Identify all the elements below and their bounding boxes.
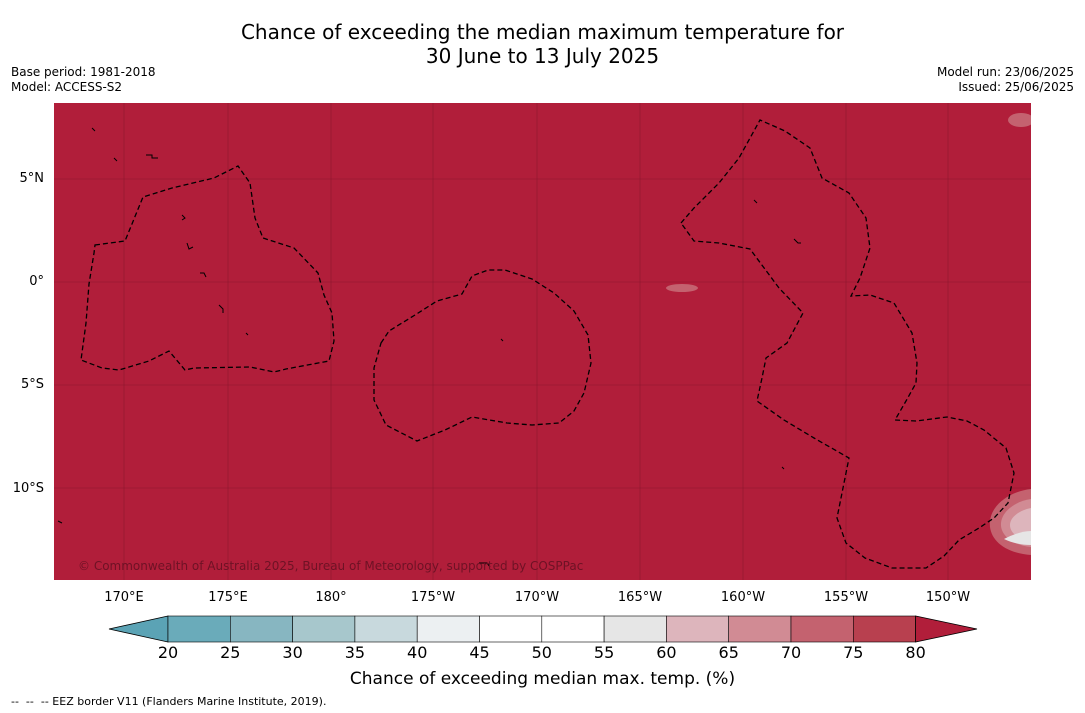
lat-label-5n: 5°N xyxy=(19,171,45,186)
title-line-2: 30 June to 13 July 2025 xyxy=(425,44,660,68)
copyright-notice: © Commonwealth of Australia 2025, Bureau… xyxy=(78,559,584,573)
island xyxy=(753,199,758,204)
island xyxy=(91,127,96,132)
issued-date: Issued: 25/06/2025 xyxy=(958,80,1074,94)
lon-label-175w: 175°W xyxy=(410,590,456,605)
map-canvas xyxy=(54,103,1031,580)
eez-left xyxy=(80,165,335,373)
island xyxy=(57,520,63,524)
eez-legend-footer: -- -- -- EEZ border V11 (Flanders Marine… xyxy=(11,695,327,708)
colorbar-extend-low xyxy=(108,615,169,643)
eez-center xyxy=(373,269,592,442)
lat-label-0: 0° xyxy=(29,274,44,289)
colorbar-cell xyxy=(603,615,667,643)
colorbar-cell xyxy=(230,615,293,643)
colorbar-cell xyxy=(852,615,916,643)
colorbar xyxy=(108,615,978,643)
colorbar-tick-label: 65 xyxy=(718,643,739,662)
lat-label-5s: 5°S xyxy=(20,377,44,392)
colorbar-cell xyxy=(292,615,356,643)
lon-label-165w: 165°W xyxy=(617,590,663,605)
islands xyxy=(57,127,801,568)
island xyxy=(146,154,158,159)
island xyxy=(218,304,224,313)
colorbar-cell xyxy=(479,615,543,643)
colorbar-tick-label: 80 xyxy=(905,643,926,662)
title-line-1: Chance of exceeding the median maximum t… xyxy=(240,20,845,44)
colorbar-tick-label: 60 xyxy=(656,643,677,662)
graticule xyxy=(54,103,1031,580)
model-name: Model: ACCESS-S2 xyxy=(11,80,123,94)
lon-label-170w: 170°W xyxy=(514,590,560,605)
lon-label-150w: 150°W xyxy=(925,590,971,605)
colorbar-cells xyxy=(108,615,978,643)
base-period: Base period: 1981-2018 xyxy=(11,65,156,79)
meta-left: Base period: 1981-2018 Model: ACCESS-S2 xyxy=(11,65,156,95)
lat-label-10s: 10°S xyxy=(12,481,44,496)
island xyxy=(181,214,186,221)
colorbar-tick-label: 40 xyxy=(407,643,428,662)
island xyxy=(200,272,207,278)
colorbar-tick-label: 45 xyxy=(469,643,490,662)
eez-right xyxy=(680,119,1015,569)
colorbar-tick-label: 75 xyxy=(843,643,864,662)
colorbar-cell xyxy=(167,615,231,643)
island xyxy=(500,338,504,342)
colorbar-tick-label: 55 xyxy=(593,643,615,662)
probability-patches xyxy=(666,113,1031,555)
island xyxy=(245,332,249,336)
colorbar-title: Chance of exceeding median max. temp. (%… xyxy=(349,669,736,689)
colorbar-cell xyxy=(790,615,854,643)
eez-borders xyxy=(80,119,1015,569)
colorbar-tick-label: 50 xyxy=(531,643,552,662)
model-run-date: Model run: 23/06/2025 xyxy=(936,65,1074,79)
colorbar-tick-label: 30 xyxy=(282,643,303,662)
colorbar-cell xyxy=(416,615,480,643)
colorbar-cell xyxy=(541,615,605,643)
lon-label-170e: 170°E xyxy=(104,590,144,605)
lon-label-160w: 160°W xyxy=(720,590,766,605)
island xyxy=(793,238,801,244)
colorbar-cell xyxy=(728,615,792,643)
forecast-map[interactable] xyxy=(54,103,1031,580)
colorbar-tick-label: 20 xyxy=(157,643,179,662)
lon-label-175e: 175°E xyxy=(208,590,248,605)
island xyxy=(113,157,118,162)
map-title: Chance of exceeding the median maximum t… xyxy=(0,20,1085,68)
island xyxy=(186,242,194,250)
lon-label-155w: 155°W xyxy=(823,590,869,605)
colorbar-tick-label: 35 xyxy=(344,643,366,662)
colorbar-tick-label: 25 xyxy=(220,643,241,662)
meta-right: Model run: 23/06/2025 Issued: 25/06/2025 xyxy=(937,65,1074,95)
colorbar-cell xyxy=(666,615,730,643)
island xyxy=(479,562,491,568)
lon-label-180: 180° xyxy=(315,590,347,605)
colorbar-extend-high xyxy=(915,615,978,643)
colorbar-cell xyxy=(354,615,418,643)
island xyxy=(781,466,785,470)
colorbar-tick-label: 70 xyxy=(780,643,802,662)
